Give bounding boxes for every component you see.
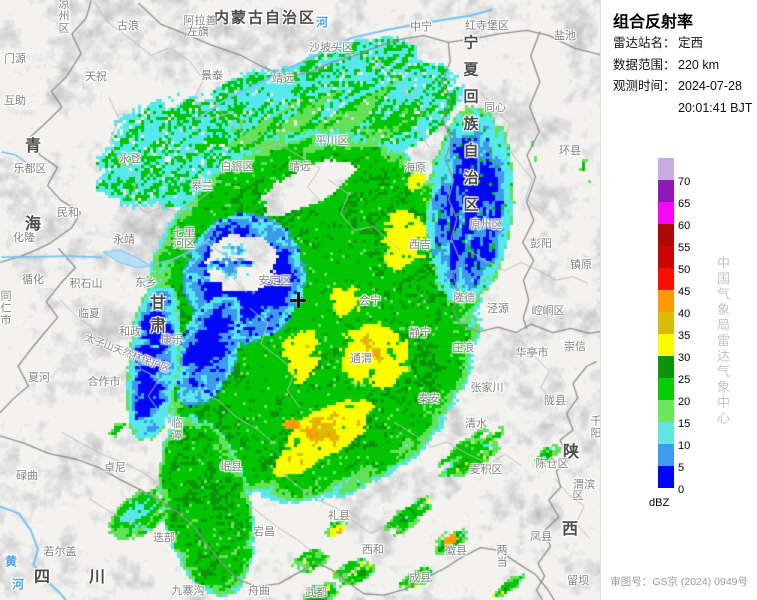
legend-swatch: [658, 202, 674, 224]
legend-tick: 40: [678, 308, 691, 320]
legend-swatch: [658, 334, 674, 356]
legend-tick: 5: [678, 462, 685, 474]
legend-swatch: [658, 400, 674, 422]
info-row-value: 220 km: [678, 57, 719, 72]
legend-tick: 30: [678, 352, 691, 364]
legend-swatch: [658, 466, 674, 488]
legend-tick: 10: [678, 440, 691, 452]
legend-tick: 45: [678, 286, 691, 298]
legend-tick: 0: [678, 484, 685, 496]
map-approval-number: 审图号：GS京 (2024) 0949号: [610, 576, 748, 588]
legend-swatch: [658, 444, 674, 466]
legend-tick: 50: [678, 264, 691, 276]
legend-tick: 15: [678, 418, 691, 430]
info-row: 数据范围： 220 km: [613, 55, 752, 77]
legend-tick: 20: [678, 396, 691, 408]
product-title: 组合反射率: [613, 14, 694, 31]
radar-station-marker: [290, 292, 306, 308]
info-row-label: 数据范围：: [613, 57, 676, 72]
legend-swatch: [658, 246, 674, 268]
marker-vertical-bar: [296, 292, 300, 308]
info-row: 观测时间： 2024-07-28: [613, 76, 752, 98]
legend-swatch: [658, 356, 674, 378]
legend-tick: 65: [678, 198, 691, 210]
info-row-label: 观测时间：: [613, 79, 676, 93]
legend-tick: 35: [678, 330, 691, 342]
info-panel: 组合反射率 雷达站名： 定西 数据范围： 220 km 观测时间： 2024-07-28 2…: [600, 0, 757, 600]
legend-swatch: [658, 290, 674, 312]
legend-swatch: [658, 158, 674, 180]
legend-swatch: [658, 224, 674, 246]
info-row-value: 定西: [678, 36, 704, 50]
legend-swatch: [658, 378, 674, 400]
info-rows: 雷达站名： 定西 数据范围： 220 km 观测时间： 2024-07-28 20:01:4…: [613, 33, 752, 119]
legend-tick: 25: [678, 374, 691, 386]
legend-swatch: [658, 268, 674, 290]
info-row-value: 2024-07-28: [678, 79, 742, 93]
legend-tick: 70: [678, 176, 691, 188]
watermark-vertical: 中国气象局雷达气象中心: [715, 256, 730, 427]
legend-tick: 55: [678, 242, 691, 254]
info-row: 20:01:41 BJT: [613, 98, 752, 120]
info-row-value: 20:01:41 BJT: [678, 100, 753, 115]
info-row-label: 雷达站名：: [613, 36, 676, 50]
scale-unit: dBZ: [649, 497, 670, 509]
info-row: 雷达站名： 定西: [613, 33, 752, 55]
legend-swatch: [658, 180, 674, 202]
legend-swatch: [658, 312, 674, 334]
legend-tick: 60: [678, 220, 691, 232]
radar-map: 内蒙古自治区 宁夏回族自治区青海甘肃四川陕西河黄河凉州区 古浪 阿拉善 左旗 中宁 沙坡头区…: [0, 0, 600, 600]
legend-swatch: [658, 422, 674, 444]
